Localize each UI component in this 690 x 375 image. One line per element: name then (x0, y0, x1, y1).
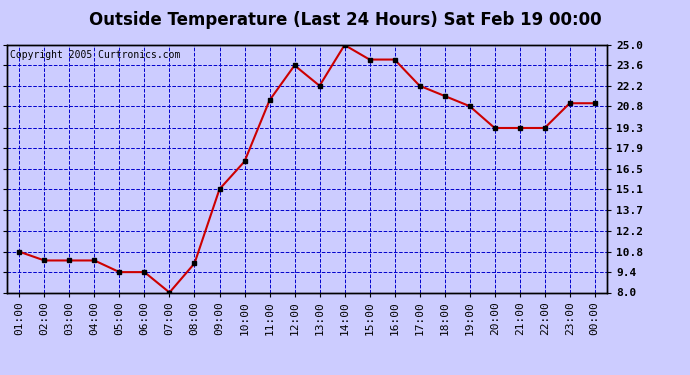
Text: Copyright 2005 Curtronics.com: Copyright 2005 Curtronics.com (10, 50, 180, 60)
Text: Outside Temperature (Last 24 Hours) Sat Feb 19 00:00: Outside Temperature (Last 24 Hours) Sat … (89, 11, 601, 29)
